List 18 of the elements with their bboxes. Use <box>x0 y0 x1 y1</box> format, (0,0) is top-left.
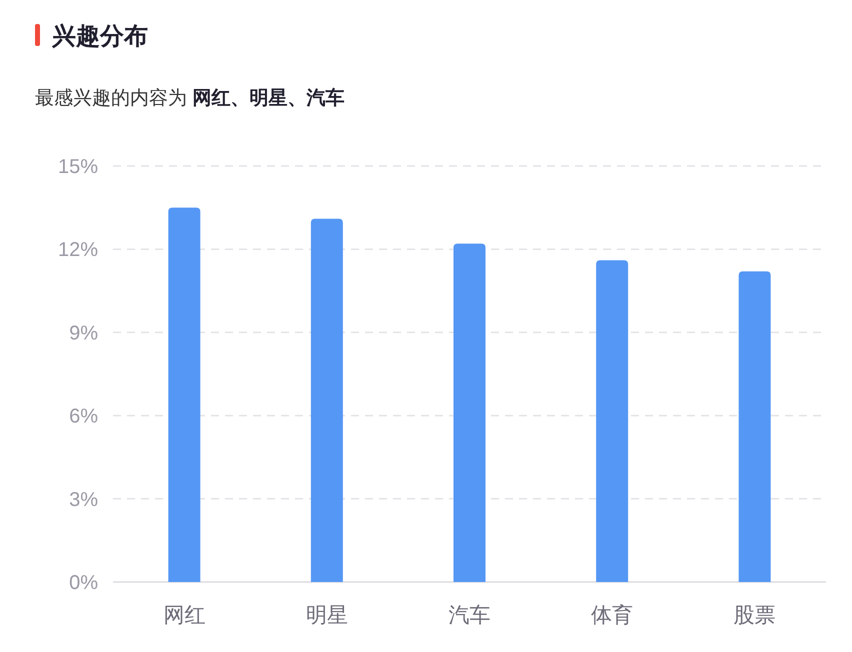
x-tick-label: 明星 <box>306 604 348 627</box>
x-tick-label: 股票 <box>734 604 776 627</box>
bar <box>454 244 486 582</box>
bar <box>310 218 343 582</box>
bar <box>738 271 771 582</box>
y-tick-label: 15% <box>58 156 98 178</box>
x-tick-label: 体育 <box>591 603 634 627</box>
chart-title: 兴趣分布 <box>51 23 148 50</box>
y-tick-label: 6% <box>69 406 98 428</box>
y-tick-label: 3% <box>69 488 98 511</box>
x-tick-label: 网红 <box>163 604 206 627</box>
x-tick-label: 汽车 <box>448 604 490 627</box>
y-tick-label: 12% <box>58 239 98 262</box>
bar <box>596 260 628 582</box>
y-tick-label: 9% <box>69 322 98 344</box>
chart-subtitle: 最感兴趣的内容为 网红、明星、汽车 <box>35 87 344 109</box>
bar <box>168 208 200 582</box>
y-tick-label: 0% <box>69 572 98 594</box>
